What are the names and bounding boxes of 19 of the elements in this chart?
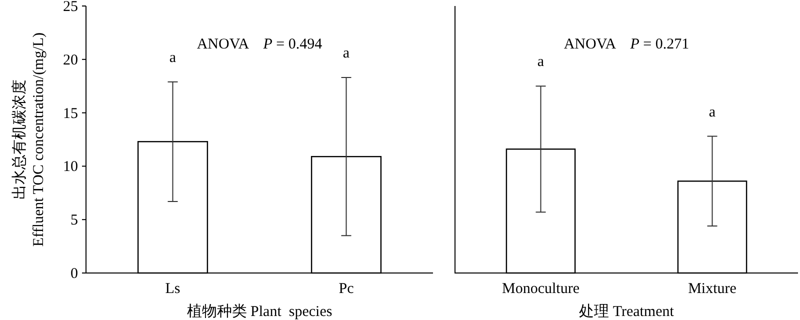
x-axis-title: 处理 Treatment bbox=[579, 303, 675, 320]
annotation: ANOVA P = 0.494 bbox=[196, 36, 323, 52]
y-tick-label: 10 bbox=[63, 159, 78, 176]
annotation: a bbox=[708, 104, 716, 120]
x-tick-label: Pc bbox=[338, 281, 354, 297]
y-tick-label: 15 bbox=[63, 106, 78, 122]
y-tick-label: 5 bbox=[70, 212, 78, 229]
y-tick-label: 0 bbox=[70, 266, 78, 282]
annotation: a bbox=[537, 54, 544, 70]
annotation: ANOVA P = 0.271 bbox=[564, 36, 690, 52]
y-axis-title: 出水总有机碳浓度 Effluent TOC concentration/(mg/L) bbox=[11, 32, 47, 247]
annotation: a bbox=[169, 50, 176, 66]
y-tick-label: 20 bbox=[63, 52, 78, 68]
x-axis-title: 植物种类 Plant species bbox=[186, 303, 332, 320]
annotation: a bbox=[342, 46, 350, 62]
y-tick-label: 25 bbox=[63, 0, 78, 15]
x-tick-label: Ls bbox=[165, 281, 180, 297]
x-tick-label: Monoculture bbox=[502, 281, 580, 297]
x-tick-label: Mixture bbox=[688, 281, 737, 297]
